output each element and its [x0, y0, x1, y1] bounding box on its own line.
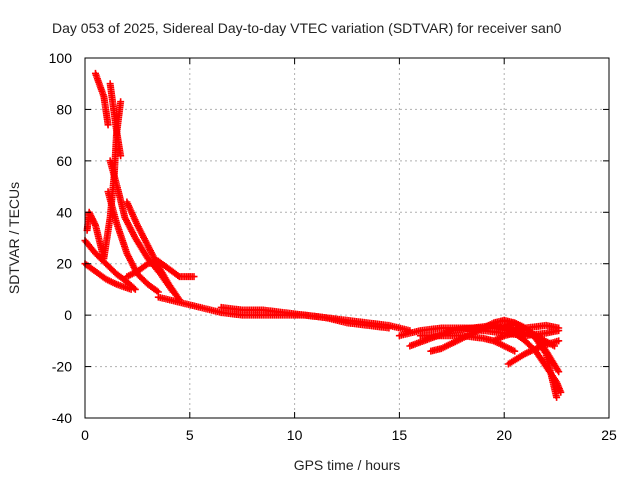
- x-tick-label: 20: [496, 427, 512, 443]
- series-track-8: [81, 260, 135, 293]
- y-tick-label: 100: [49, 50, 73, 66]
- series-track-9: [123, 257, 198, 281]
- y-tick-label: -40: [52, 410, 72, 426]
- data-marks: [81, 69, 565, 401]
- data-point: [511, 347, 519, 355]
- chart-title: Day 053 of 2025, Sidereal Day-to-day VTE…: [52, 20, 562, 36]
- grid: [85, 58, 609, 418]
- data-point: [553, 393, 561, 401]
- data-point: [153, 287, 161, 295]
- plot-frame: [84, 57, 610, 419]
- data-point: [104, 121, 112, 129]
- series-track-19: [504, 337, 563, 368]
- data-point: [555, 337, 563, 345]
- series-track-1: [91, 69, 112, 129]
- x-tick-label: 5: [186, 427, 194, 443]
- y-tick-label: -20: [52, 359, 72, 375]
- x-tick-label: 10: [287, 427, 303, 443]
- x-tick-label: 25: [601, 427, 617, 443]
- series-track-11: [217, 303, 393, 332]
- data-point: [385, 324, 393, 332]
- x-tick-label: 0: [81, 427, 89, 443]
- axis-ticks: [84, 57, 610, 419]
- data-point: [555, 324, 563, 332]
- y-tick-label: 60: [56, 153, 72, 169]
- x-axis-label: GPS time / hours: [294, 457, 401, 473]
- data-point: [174, 271, 182, 279]
- series-track-6: [123, 198, 183, 304]
- y-axis-label: SDTVAR / TECUs: [6, 182, 22, 294]
- y-tick-label: 40: [56, 204, 72, 220]
- x-tick-label: 15: [392, 427, 408, 443]
- data-point: [127, 285, 135, 293]
- series-track-7: [81, 237, 139, 293]
- y-tick-label: 0: [64, 307, 72, 323]
- y-tick-label: 80: [56, 101, 72, 117]
- series-track-4: [104, 188, 162, 296]
- y-tick-label: 20: [56, 256, 72, 272]
- data-point: [190, 273, 198, 281]
- tick-labels: 0 5 10 15 20 25 -40 -20 0 20 40 60 80 100: [49, 50, 617, 443]
- data-point: [142, 261, 150, 269]
- data-point: [555, 368, 563, 376]
